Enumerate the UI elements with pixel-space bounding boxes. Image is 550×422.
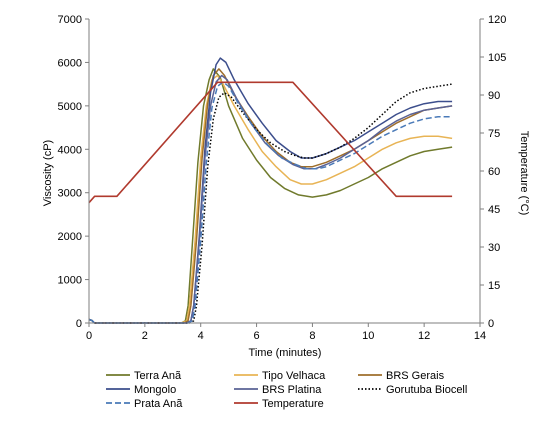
x-tick-label-5: 10 bbox=[362, 330, 374, 342]
y-tick-label-7: 7000 bbox=[58, 14, 82, 26]
y-tick-label-1: 1000 bbox=[58, 275, 82, 287]
x-tick-label-1: 2 bbox=[142, 330, 148, 342]
y2-tick-label-5: 75 bbox=[488, 128, 500, 140]
x-tick-label-4: 8 bbox=[309, 330, 315, 342]
x-tick-label-3: 6 bbox=[254, 330, 260, 342]
y2-tick-label-0: 0 bbox=[488, 318, 494, 330]
legend-label-3: Mongolo bbox=[134, 384, 176, 396]
y2-tick-label-1: 15 bbox=[488, 280, 500, 292]
legend-label-2: BRS Gerais bbox=[386, 370, 445, 382]
legend-label-6: Prata Anã bbox=[134, 398, 183, 410]
y2-tick-label-4: 60 bbox=[488, 166, 500, 178]
legend-label-0: Terra Anã bbox=[134, 370, 182, 382]
y-axis-title: Viscosity (cP) bbox=[42, 140, 54, 206]
x-tick-label-7: 14 bbox=[474, 330, 486, 342]
axes: 0 2 4 6 8 10 12 1401000200030004000500060007000… bbox=[58, 14, 507, 342]
y2-tick-label-2: 30 bbox=[488, 242, 500, 254]
y-tick-label-5: 5000 bbox=[58, 101, 82, 113]
y2-tick-label-6: 90 bbox=[488, 90, 500, 102]
x-axis-title: Time (minutes) bbox=[249, 347, 322, 359]
y-tick-label-6: 6000 bbox=[58, 57, 82, 69]
y2-tick-label-3: 45 bbox=[488, 204, 500, 216]
y-tick-label-4: 4000 bbox=[58, 144, 82, 156]
y2-tick-label-7: 105 bbox=[488, 52, 506, 64]
x-tick-label-6: 12 bbox=[418, 330, 430, 342]
legend-label-5: Gorutuba Biocell bbox=[386, 384, 467, 396]
legend-label-4: BRS Platina bbox=[262, 384, 322, 396]
series-line-7 bbox=[88, 81, 453, 204]
y2-tick-label-8: 120 bbox=[488, 14, 506, 26]
series-line-6 bbox=[88, 81, 453, 324]
x-tick-label-2: 4 bbox=[198, 330, 204, 342]
legend: Terra Anã Tipo Velhaca BRS Gerais Mongolo BR… bbox=[106, 370, 467, 410]
legend-label-7: Temperature bbox=[262, 398, 324, 410]
x-tick-label-0: 0 bbox=[86, 330, 92, 342]
y-tick-label-3: 3000 bbox=[58, 188, 82, 200]
y2-axis-title: Temperature (°C) bbox=[518, 131, 530, 215]
y-tick-label-2: 2000 bbox=[58, 231, 82, 243]
y-tick-label-0: 0 bbox=[76, 318, 82, 330]
legend-label-1: Tipo Velhaca bbox=[262, 370, 326, 382]
